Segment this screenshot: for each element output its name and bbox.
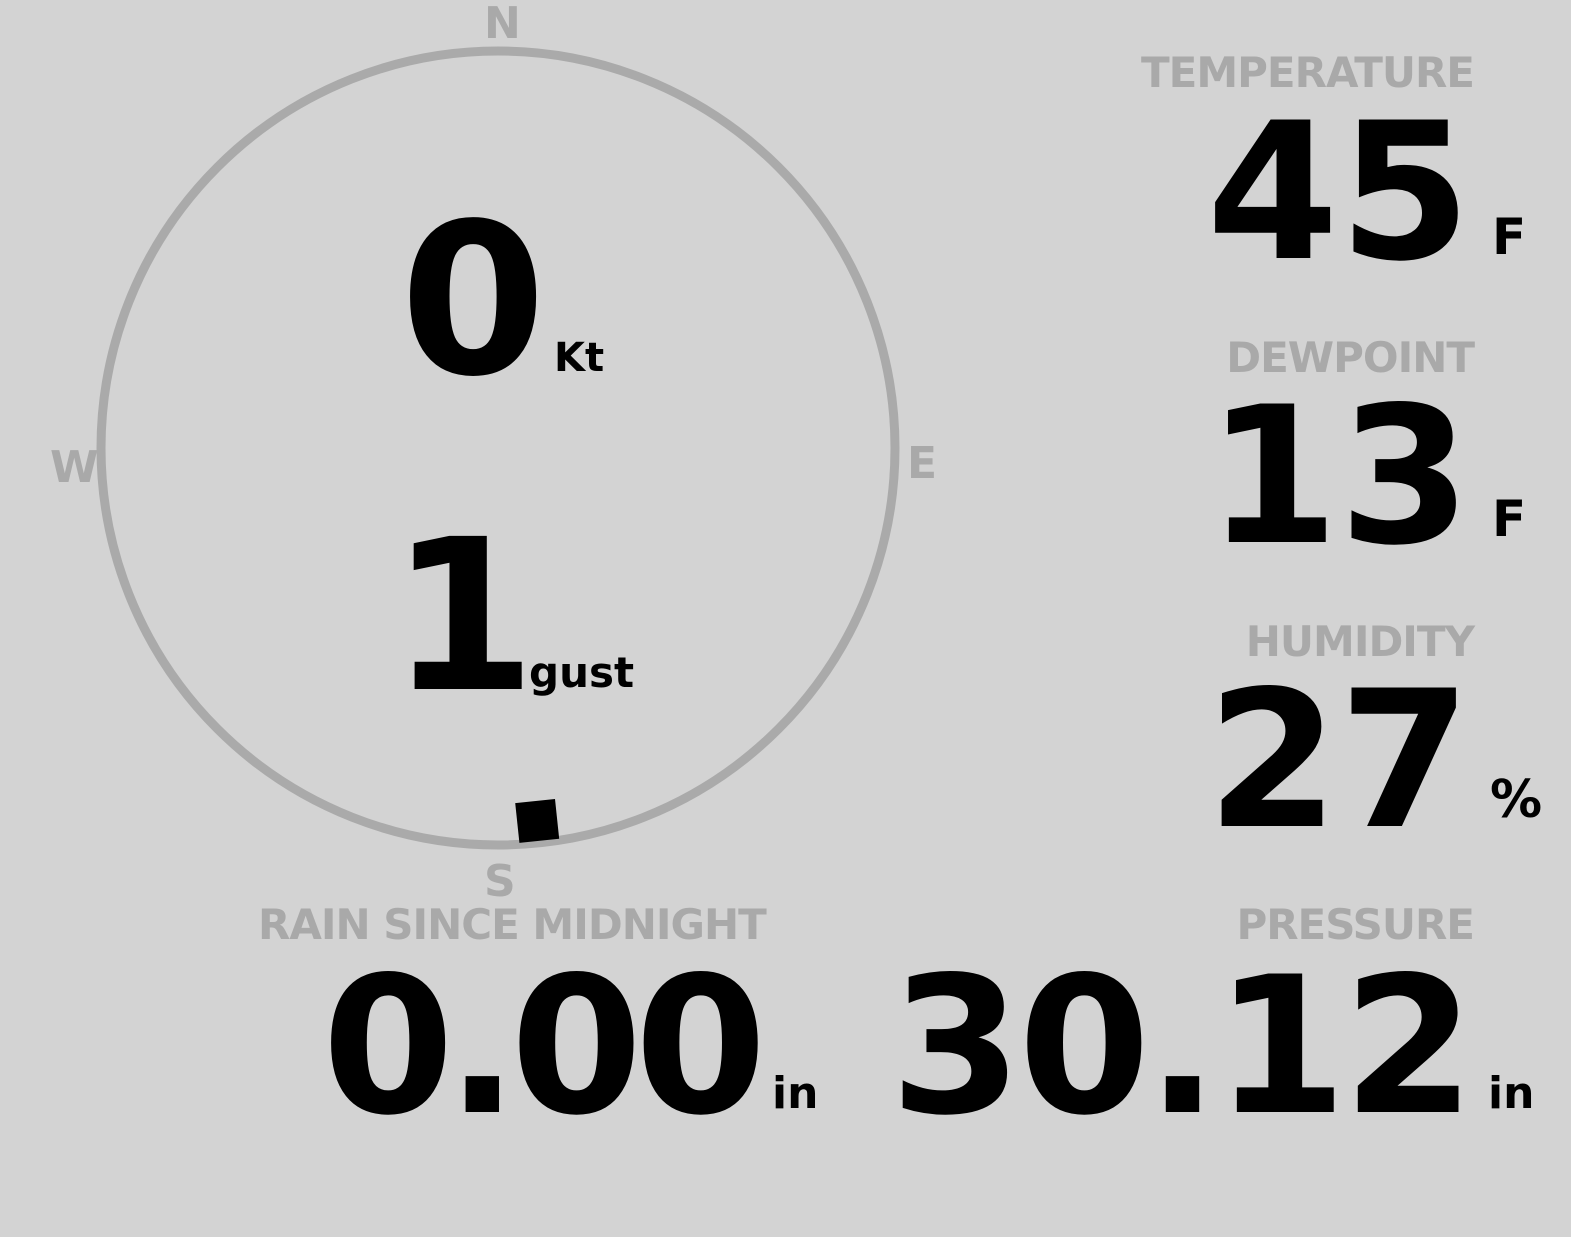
- compass-west: W: [50, 442, 99, 493]
- compass-north: N: [484, 0, 521, 49]
- humidity-value: 27: [1206, 650, 1471, 871]
- compass-south: S: [484, 856, 516, 907]
- humidity-label: HUMIDITY: [1245, 617, 1475, 666]
- rain-label: RAIN SINCE MIDNIGHT: [258, 900, 767, 949]
- temperature-unit: F: [1492, 208, 1527, 266]
- rain-value: 0.00: [322, 936, 767, 1157]
- wind-direction-marker: [515, 798, 560, 843]
- humidity-unit: %: [1490, 770, 1543, 830]
- dewpoint-value: 13: [1206, 366, 1471, 587]
- wind-speed-value: 0: [400, 178, 547, 423]
- wind-speed-unit: Kt: [554, 335, 605, 381]
- dewpoint-label: DEWPOINT: [1226, 333, 1475, 382]
- compass-east: E: [907, 438, 938, 489]
- wind-gust-unit: gust: [529, 648, 635, 697]
- rain-unit: in: [772, 1068, 819, 1119]
- temperature-label: TEMPERATURE: [1141, 48, 1475, 97]
- temperature-value: 45: [1206, 82, 1471, 303]
- pressure-label: PRESSURE: [1236, 900, 1475, 949]
- compass-ring: [96, 46, 900, 850]
- dewpoint-unit: F: [1492, 490, 1527, 548]
- pressure-value: 30.12: [890, 936, 1475, 1157]
- wind-gust-value: 1: [390, 494, 537, 739]
- pressure-unit: in: [1488, 1068, 1535, 1119]
